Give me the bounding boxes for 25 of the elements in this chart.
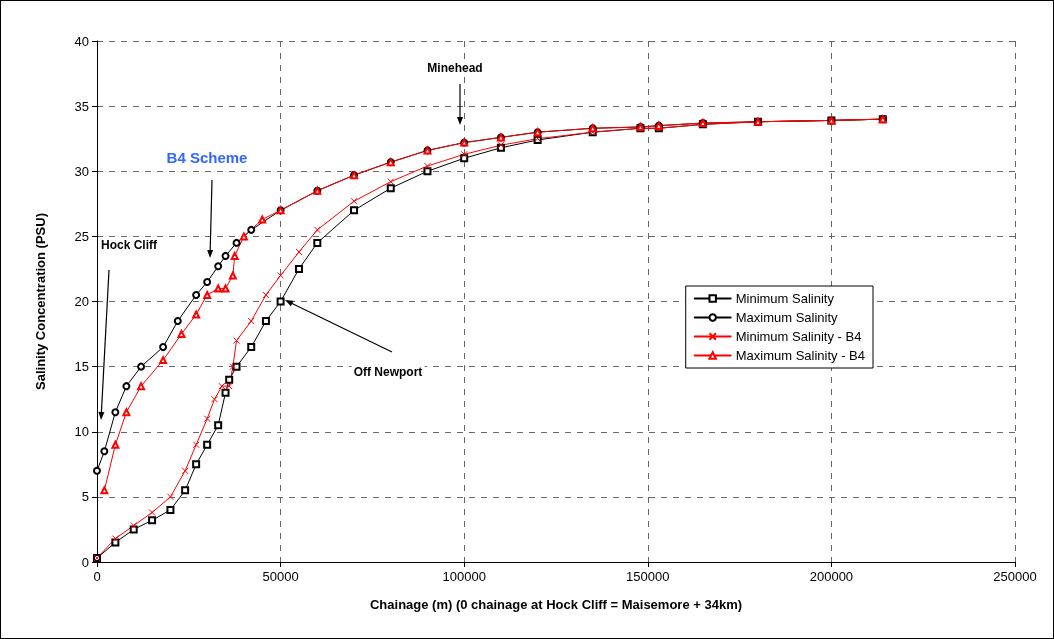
y-tick-label: 35	[74, 98, 89, 114]
y-tick-label: 5	[81, 489, 89, 505]
x-axis-title: Chainage (m) (0 chainage at Hock Cliff = Maisemore + 34km)	[369, 597, 743, 612]
annotation: Minehead	[425, 61, 485, 75]
y-tick-label: 30	[74, 163, 89, 179]
y-tick-label: 10	[74, 424, 89, 440]
x-tick-label: 200000	[809, 569, 854, 584]
legend-label: Minimum Salinity - B4	[735, 329, 862, 344]
x-tick-label: 50000	[262, 569, 299, 584]
y-axis-title: Salinity Concentration (PSU)	[33, 213, 48, 390]
legend-label: Minimum Salinity	[735, 291, 835, 306]
y-tick-label: 0	[81, 554, 89, 570]
y-tick-label: 25	[74, 228, 89, 244]
annotation: B4 Scheme	[164, 148, 250, 166]
y-tick-label: 40	[74, 33, 89, 49]
x-tick-label: 0	[93, 569, 101, 584]
y-tick-label: 15	[74, 359, 89, 375]
legend-label: Maximum Salinity - B4	[735, 348, 865, 363]
y-tick-label: 20	[74, 294, 89, 309]
legend-label: Maximum Salinity	[735, 310, 839, 325]
x-tick-label: 100000	[442, 569, 486, 584]
x-tick-label: 150000	[626, 569, 670, 584]
annotation: Hock Cliff	[98, 238, 160, 252]
x-tick-label: 250000	[993, 569, 1037, 584]
annotation: Off Newport	[351, 365, 425, 379]
